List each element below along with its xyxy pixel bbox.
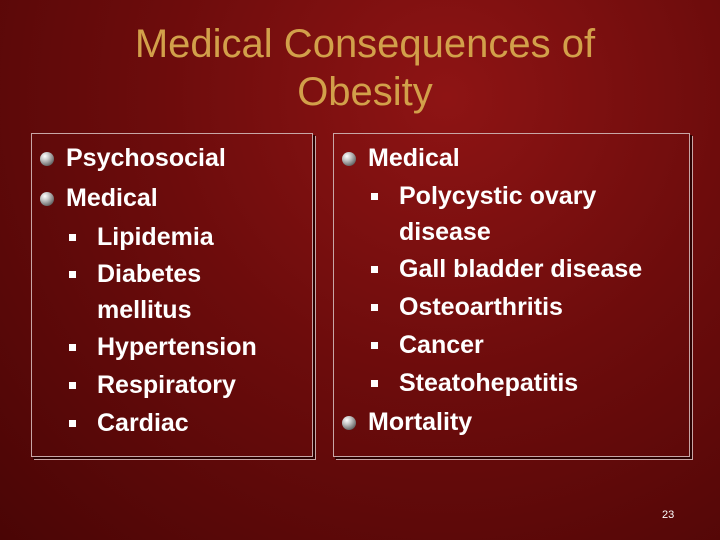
- title-line-1: Medical Consequences of: [134, 22, 596, 66]
- bullet-medical: Medical: [32, 178, 257, 218]
- square-bullet-icon: [69, 344, 76, 351]
- left-bullet-list: Psychosocial Medical Lipidemia Diabetes …: [32, 138, 257, 442]
- bullet-text: Hypertension: [97, 333, 257, 361]
- left-content-box: Psychosocial Medical Lipidemia Diabetes …: [31, 133, 313, 457]
- sub-bullet-lipidemia: Lipidemia: [32, 218, 257, 256]
- bullet-mortality: Mortality: [334, 402, 642, 442]
- square-bullet-icon: [371, 266, 378, 273]
- bullet-psychosocial: Psychosocial: [32, 138, 257, 178]
- sub-bullet-hypertension: Hypertension: [32, 328, 257, 366]
- bullet-text: Gall bladder disease: [399, 255, 643, 283]
- bullet-text: Mortality: [368, 408, 473, 436]
- bullet-text: Psychosocial: [66, 144, 226, 172]
- bullet-text: Steatohepatitis: [399, 369, 579, 397]
- sphere-bullet-icon: [40, 192, 54, 206]
- sphere-bullet-icon: [40, 152, 54, 166]
- right-content-box: Medical Polycystic ovary disease Gall bl…: [333, 133, 690, 457]
- sub-bullet-diabetes: Diabetes mellitus: [32, 256, 257, 328]
- sub-bullet-cardiac: Cardiac: [32, 404, 257, 442]
- slide-title: Medical Consequences of Obesity: [0, 20, 720, 116]
- square-bullet-icon: [69, 271, 76, 278]
- sub-bullet-steatohepatitis: Steatohepatitis: [334, 364, 642, 402]
- square-bullet-icon: [371, 342, 378, 349]
- bullet-medical: Medical: [334, 138, 642, 178]
- sub-bullet-respiratory: Respiratory: [32, 366, 257, 404]
- sub-bullet-cancer: Cancer: [334, 326, 642, 364]
- bullet-text-line-1: Diabetes: [97, 260, 202, 288]
- sphere-bullet-icon: [342, 152, 356, 166]
- bullet-text: Osteoarthritis: [399, 293, 563, 321]
- bullet-text: Medical: [66, 184, 158, 212]
- sub-bullet-gall-bladder: Gall bladder disease: [334, 250, 642, 288]
- bullet-text: Medical: [368, 144, 460, 172]
- bullet-text: Respiratory: [97, 371, 236, 399]
- square-bullet-icon: [371, 193, 378, 200]
- page-number: 23: [662, 509, 675, 521]
- bullet-text: Lipidemia: [97, 223, 214, 251]
- bullet-text-line-2: disease: [399, 218, 491, 246]
- title-line-2: Obesity: [297, 70, 433, 114]
- square-bullet-icon: [69, 234, 76, 241]
- sub-bullet-polycystic-ovary: Polycystic ovary disease: [334, 178, 642, 250]
- bullet-text-line-2: mellitus: [97, 296, 192, 324]
- bullet-text: Cardiac: [97, 409, 189, 437]
- square-bullet-icon: [371, 304, 378, 311]
- sub-bullet-osteoarthritis: Osteoarthritis: [334, 288, 642, 326]
- sphere-bullet-icon: [342, 416, 356, 430]
- square-bullet-icon: [69, 420, 76, 427]
- bullet-text: Cancer: [399, 331, 484, 359]
- right-bullet-list: Medical Polycystic ovary disease Gall bl…: [334, 138, 642, 442]
- square-bullet-icon: [69, 382, 76, 389]
- bullet-text-line-1: Polycystic ovary: [399, 182, 597, 210]
- square-bullet-icon: [371, 380, 378, 387]
